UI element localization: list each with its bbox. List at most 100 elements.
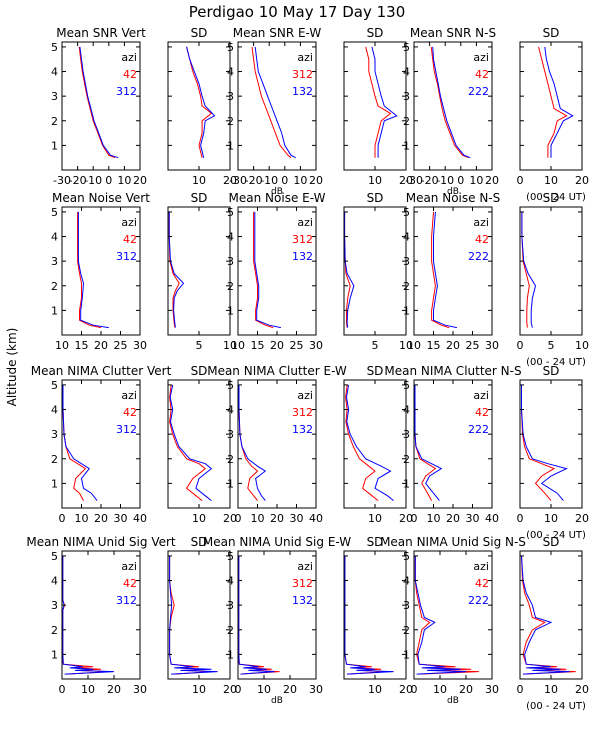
y-tick-label: 1 bbox=[403, 477, 410, 490]
y-tick-label: 4 bbox=[227, 66, 234, 79]
x-tick-label: 10 bbox=[368, 683, 382, 696]
series-line-222 bbox=[414, 555, 467, 675]
y-tick-label: 4 bbox=[227, 404, 234, 417]
x-tick-label: 20 bbox=[107, 683, 121, 696]
y-tick-label: 2 bbox=[403, 115, 410, 128]
y-tick-label: 1 bbox=[227, 477, 234, 490]
panel-title: Mean NIMA Clutter E-W bbox=[207, 364, 347, 378]
y-tick-label: 2 bbox=[403, 453, 410, 466]
legend-header: azi bbox=[297, 216, 313, 229]
panel-title: SD bbox=[367, 535, 384, 549]
x-tick-label: 20 bbox=[223, 512, 237, 525]
legend-header: azi bbox=[473, 560, 489, 573]
x-tick-label: 20 bbox=[575, 683, 589, 696]
x-tick-label: 0 bbox=[517, 339, 524, 352]
panel-title: Mean NIMA Clutter Vert bbox=[31, 364, 172, 378]
x-tick-label: 10 bbox=[407, 339, 421, 352]
y-tick-label: 5 bbox=[403, 550, 410, 563]
panel-frame bbox=[519, 550, 583, 680]
series-line-222 bbox=[521, 555, 570, 675]
legend-entry-42: 42 bbox=[123, 233, 137, 246]
x-tick-label: 30 bbox=[485, 339, 499, 352]
x-tick-label: 20 bbox=[133, 174, 147, 187]
panel-title: Mean NIMA Clutter N-S bbox=[384, 364, 521, 378]
x-tick-label: 5 bbox=[548, 339, 555, 352]
panel-12: SD 0 5 10 bbox=[517, 191, 590, 352]
x-tick-label: 0 bbox=[517, 683, 524, 696]
y-tick-label: 1 bbox=[403, 648, 410, 661]
series-line-132 bbox=[254, 46, 296, 159]
legend-header: azi bbox=[297, 51, 313, 64]
x-tick-label: 0 bbox=[411, 683, 418, 696]
x-tick-label: 20 bbox=[223, 174, 237, 187]
legend-entry-42: 42 bbox=[475, 577, 489, 590]
series-line-222 bbox=[521, 211, 537, 328]
series-line-42 bbox=[169, 384, 207, 501]
panel-1: Mean SNR Vert -30-20-10 0 10 20 1 2 3 4 5 azi 42 312 bbox=[51, 26, 147, 187]
y-tick-label: 2 bbox=[403, 624, 410, 637]
x-tick-label: 20 bbox=[283, 683, 297, 696]
legend-header: azi bbox=[297, 389, 313, 402]
y-tick-label: 3 bbox=[403, 90, 410, 103]
y-tick-label: 1 bbox=[51, 139, 58, 152]
panel-title: Mean Noise N-S bbox=[406, 191, 501, 205]
y-tick-label: 1 bbox=[51, 477, 58, 490]
panel-frame bbox=[167, 41, 231, 171]
series-line-42 bbox=[77, 211, 102, 329]
legend-entry-132: 132 bbox=[292, 423, 313, 436]
panel-6: SD 0 10 20 bbox=[517, 26, 590, 187]
x-tick-label: 10 bbox=[117, 174, 131, 187]
legend-entry-222: 222 bbox=[468, 423, 489, 436]
x-tick-label: 10 bbox=[231, 339, 245, 352]
y-tick-label: 1 bbox=[227, 648, 234, 661]
x-tick-label: 10 bbox=[192, 683, 206, 696]
series-line-222 bbox=[521, 384, 568, 501]
panel-15: Mean NIMA Clutter E-W 0 10 20 30 40 1 2 3 4 5 azi 31… bbox=[207, 364, 347, 525]
y-tick-label: 4 bbox=[51, 66, 58, 79]
x-tick-label: 20 bbox=[446, 339, 460, 352]
legend-entry-312: 312 bbox=[116, 423, 137, 436]
x-tick-label: 10 bbox=[575, 339, 589, 352]
x-tick-label: -20 bbox=[245, 174, 263, 187]
x-tick-label: 20 bbox=[270, 339, 284, 352]
y-tick-label: 3 bbox=[51, 599, 58, 612]
series-line-42 bbox=[521, 555, 576, 675]
panel-2: SD 10 20 bbox=[167, 26, 237, 187]
y-tick-label: 1 bbox=[227, 139, 234, 152]
x-tick-label: 10 bbox=[469, 174, 483, 187]
x-tick-label: 10 bbox=[544, 174, 558, 187]
legend-entry-42: 42 bbox=[123, 406, 137, 419]
y-tick-label: 1 bbox=[51, 648, 58, 661]
x-tick-label: -10 bbox=[84, 174, 102, 187]
panel-title: SD bbox=[191, 26, 208, 40]
series-line-312 bbox=[186, 46, 216, 158]
panel-24: SD 0 10 20 bbox=[517, 535, 590, 696]
y-tick-label: 3 bbox=[227, 599, 234, 612]
series-line-132 bbox=[238, 555, 275, 675]
x-tick-label: 10 bbox=[192, 512, 206, 525]
y-tick-label: 5 bbox=[51, 550, 58, 563]
panel-19: Mean NIMA Unid Sig Vert 0 10 20 30 1 2 3 4 5 azi 42… bbox=[26, 535, 176, 696]
x-tick-label: 10 bbox=[433, 683, 447, 696]
series-line-42 bbox=[430, 46, 469, 159]
y-tick-label: 5 bbox=[403, 206, 410, 219]
y-tick-label: 1 bbox=[403, 139, 410, 152]
y-tick-label: 3 bbox=[227, 428, 234, 441]
legend-entry-42: 42 bbox=[123, 68, 137, 81]
panel-22: SD 10 20 bbox=[343, 535, 413, 696]
panel-title: Mean SNR E-W bbox=[233, 26, 322, 40]
y-tick-label: 4 bbox=[403, 404, 410, 417]
legend-entry-312: 312 bbox=[292, 577, 313, 590]
series-line-312 bbox=[62, 384, 98, 501]
panel-10: SD 5 10 bbox=[343, 191, 413, 352]
x-axis-label: dB bbox=[271, 187, 283, 197]
y-tick-label: 1 bbox=[51, 304, 58, 317]
series-line-222 bbox=[544, 46, 574, 158]
time-note-row2: (00 - 24 UT) bbox=[526, 357, 586, 368]
x-tick-label: 15 bbox=[251, 339, 265, 352]
x-tick-label: 10 bbox=[293, 174, 307, 187]
x-tick-label: 0 bbox=[235, 683, 242, 696]
y-tick-label: 3 bbox=[227, 255, 234, 268]
x-axis-label: dB bbox=[447, 696, 459, 706]
series-line-132 bbox=[238, 384, 267, 501]
